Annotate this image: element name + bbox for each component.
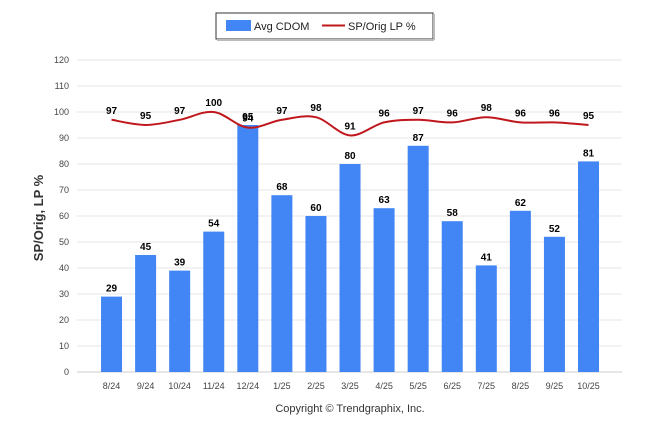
y-tick-label: 120 bbox=[54, 55, 69, 65]
line-value-label: 96 bbox=[549, 108, 561, 119]
bar bbox=[441, 221, 463, 372]
bar bbox=[271, 195, 293, 372]
bar-value-label: 45 bbox=[140, 242, 152, 253]
line-value-label: 97 bbox=[413, 106, 425, 117]
bar-value-label: 29 bbox=[106, 284, 118, 295]
legend: Avg CDOM SP/Orig LP % bbox=[215, 12, 435, 41]
bar bbox=[135, 255, 157, 372]
x-tick-label: 10/24 bbox=[168, 381, 191, 391]
bar-value-label: 95 bbox=[242, 112, 254, 123]
y-tick-label: 110 bbox=[55, 81, 69, 91]
x-tick-label: 8/25 bbox=[512, 381, 530, 391]
y-tick-label: 70 bbox=[59, 185, 69, 195]
bar bbox=[101, 296, 123, 372]
bar-value-label: 81 bbox=[583, 148, 595, 159]
x-tick-label: 2/25 bbox=[307, 381, 325, 391]
x-tick-label: 10/25 bbox=[577, 381, 600, 391]
bar bbox=[203, 231, 225, 372]
legend-bar-swatch bbox=[226, 20, 251, 31]
bar bbox=[169, 270, 191, 372]
bar-value-label: 54 bbox=[208, 219, 220, 230]
bar bbox=[339, 164, 361, 372]
bar-value-label: 58 bbox=[447, 208, 459, 219]
x-tick-label: 3/25 bbox=[341, 381, 359, 391]
x-tick-label: 12/24 bbox=[237, 381, 260, 391]
y-axis-tick-labels: 0 10 20 30 40 50 60 70 80 90 100 110 120 bbox=[54, 55, 69, 377]
bar bbox=[475, 265, 497, 372]
bar-value-label: 80 bbox=[344, 151, 356, 162]
line-value-label: 97 bbox=[276, 106, 288, 117]
x-tick-label: 11/24 bbox=[203, 381, 225, 391]
bar-series-avg-cdom bbox=[101, 125, 600, 372]
legend-label-sp-orig-lp: SP/Orig LP % bbox=[348, 21, 416, 33]
bar-value-label: 87 bbox=[413, 133, 425, 144]
x-axis-tick-labels: 8/24 9/24 10/24 11/24 12/24 1/25 2/25 3/25 4/25 5… bbox=[103, 381, 600, 391]
copyright-credit: Copyright © Trendgraphix, Inc. bbox=[275, 403, 424, 415]
line-value-label: 100 bbox=[205, 98, 222, 109]
x-tick-label: 8/24 bbox=[103, 381, 121, 391]
line-value-label: 91 bbox=[344, 121, 356, 132]
bar bbox=[373, 208, 395, 372]
line-value-label: 96 bbox=[447, 108, 459, 119]
bar-value-label: 60 bbox=[310, 203, 322, 214]
line-value-label: 95 bbox=[583, 111, 595, 122]
bar-value-label: 63 bbox=[379, 195, 391, 206]
x-tick-label: 1/25 bbox=[273, 381, 291, 391]
y-tick-label: 30 bbox=[59, 289, 69, 299]
legend-label-avg-cdom: Avg CDOM bbox=[254, 21, 309, 33]
y-tick-label: 60 bbox=[59, 211, 69, 221]
x-tick-label: 9/25 bbox=[546, 381, 564, 391]
x-tick-label: 5/25 bbox=[409, 381, 427, 391]
line-value-label: 98 bbox=[310, 103, 322, 114]
y-tick-label: 40 bbox=[59, 263, 69, 273]
bar bbox=[578, 161, 600, 372]
x-tick-label: 4/25 bbox=[375, 381, 393, 391]
y-axis-title: SP/Orig, LP % bbox=[31, 174, 46, 261]
bar bbox=[509, 210, 531, 372]
line-data-labels: 97 95 97 100 94 97 98 91 96 97 96 98 96 96 95 bbox=[106, 98, 595, 132]
bar-value-label: 52 bbox=[549, 224, 561, 235]
line-value-label: 96 bbox=[515, 108, 527, 119]
x-tick-label: 7/25 bbox=[478, 381, 496, 391]
bar-data-labels: 29 45 39 54 95 68 60 80 63 87 58 41 62 52 81 bbox=[106, 112, 595, 295]
x-tick-label: 9/24 bbox=[137, 381, 155, 391]
line-series-sp-orig-lp bbox=[111, 110, 589, 137]
line-value-label: 97 bbox=[106, 106, 118, 117]
y-tick-label: 10 bbox=[59, 341, 69, 351]
line-value-label: 97 bbox=[174, 106, 186, 117]
bar bbox=[543, 236, 565, 372]
y-tick-label: 20 bbox=[59, 315, 69, 325]
line-value-label: 96 bbox=[379, 108, 391, 119]
bar-value-label: 62 bbox=[515, 198, 527, 209]
y-tick-label: 100 bbox=[54, 107, 69, 117]
y-tick-label: 50 bbox=[59, 237, 69, 247]
bar-value-label: 39 bbox=[174, 258, 186, 269]
bar bbox=[407, 145, 429, 372]
x-tick-label: 6/25 bbox=[443, 381, 461, 391]
y-tick-label: 80 bbox=[59, 159, 69, 169]
line-value-label: 98 bbox=[481, 103, 493, 114]
y-tick-label: 0 bbox=[64, 367, 69, 377]
line-value-label: 95 bbox=[140, 111, 152, 122]
line-value-label: 94 bbox=[242, 114, 254, 125]
y-tick-label: 90 bbox=[59, 133, 69, 143]
bar-value-label: 41 bbox=[481, 252, 493, 263]
bar bbox=[305, 216, 327, 372]
bar bbox=[237, 125, 259, 372]
bar-value-label: 68 bbox=[276, 182, 288, 193]
